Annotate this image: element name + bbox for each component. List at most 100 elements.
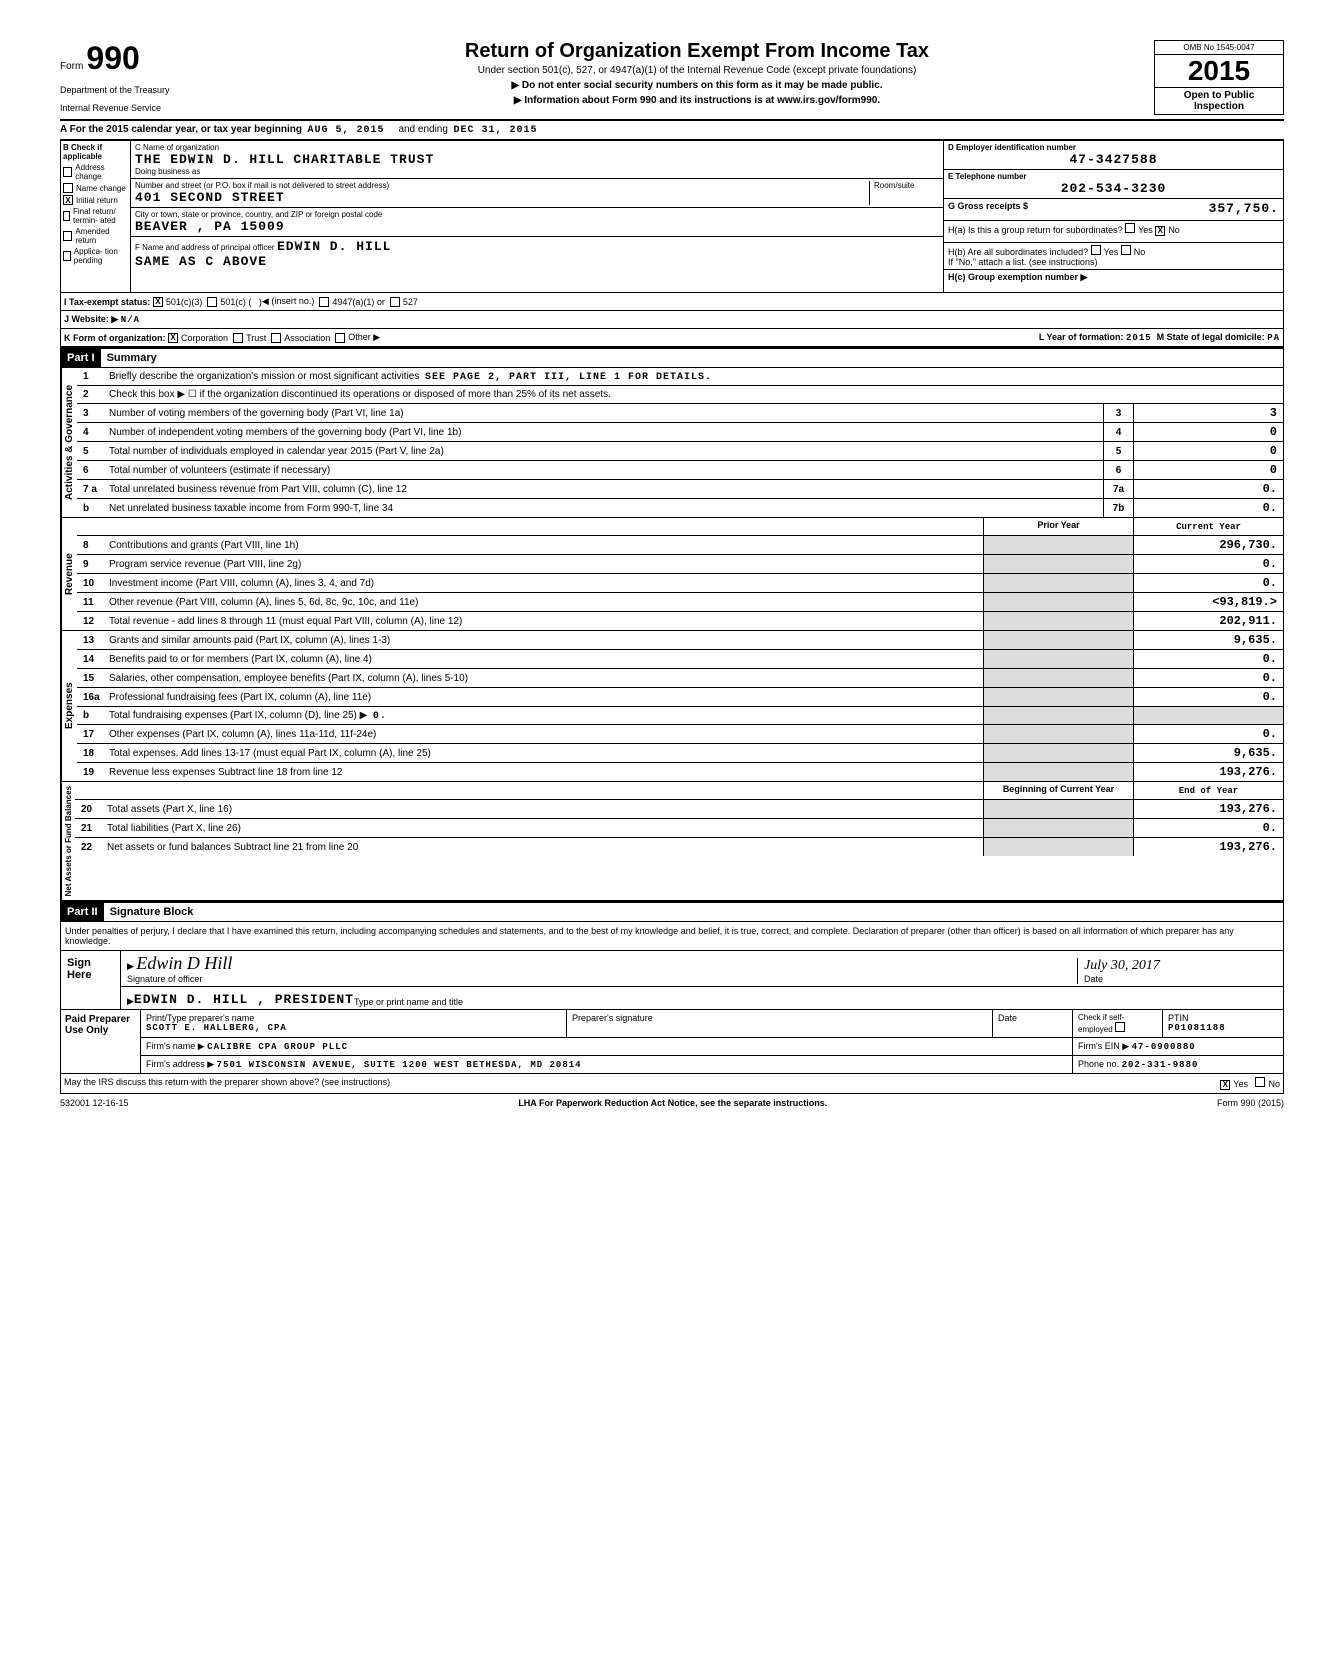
col-b-checkboxes: B Check if applicable Address change Nam… xyxy=(61,141,131,292)
ha-no-cb[interactable]: X xyxy=(1155,226,1165,236)
discuss-question: May the IRS discuss this return with the… xyxy=(64,1077,390,1090)
d-ein-cell: D Employer identification number 47-3427… xyxy=(944,141,1283,170)
tax-exempt-status-row: I Tax-exempt status: X501(c)(3) 501(c) (… xyxy=(60,293,1284,311)
cb-trust[interactable] xyxy=(233,333,243,343)
line-a-mid: and ending xyxy=(398,124,448,135)
cb-amended[interactable]: Amended return xyxy=(63,227,128,245)
ptin-value: P01081188 xyxy=(1168,1023,1278,1033)
cb-4947[interactable] xyxy=(319,297,329,307)
line-19-value: 193,276. xyxy=(1133,763,1283,781)
omb-number: OMB No 1545-0047 xyxy=(1155,41,1283,55)
line-a-tax-year: A For the 2015 calendar year, or tax yea… xyxy=(60,121,1284,140)
cb-address-change[interactable]: Address change xyxy=(63,163,128,181)
line-15: 15Salaries, other compensation, employee… xyxy=(77,669,1283,688)
cb-corp[interactable]: X xyxy=(168,333,178,343)
preparer-date-label: Date xyxy=(993,1010,1073,1037)
col-c-org-info: C Name of organization THE EDWIN D. HILL… xyxy=(131,141,943,292)
col-headers-net: Beginning of Current Year End of Year xyxy=(75,782,1283,800)
cb-501c[interactable] xyxy=(207,297,217,307)
k-row: K Form of organization: XCorporation Tru… xyxy=(60,329,1284,347)
room-label: Room/suite xyxy=(874,181,939,190)
b-label: B Check if applicable xyxy=(63,143,102,161)
line-8: 8Contributions and grants (Part VIII, li… xyxy=(77,536,1283,555)
form-header: Form 990 Department of the Treasury Inte… xyxy=(60,40,1284,121)
firm-ein: 47-0900880 xyxy=(1132,1042,1196,1052)
line-10: 10Investment income (Part VIII, column (… xyxy=(77,574,1283,593)
g-gross-cell: G Gross receipts $ 357,750. xyxy=(944,199,1283,221)
line-4: 4Number of independent voting members of… xyxy=(77,423,1283,442)
line-22: 22Net assets or fund balances Subtract l… xyxy=(75,838,1283,856)
line-2: 2 Check this box ▶ ☐ if the organization… xyxy=(77,386,1283,404)
line-7b-value: 0. xyxy=(1133,499,1283,517)
line-17-value: 0. xyxy=(1133,725,1283,743)
hb-no-cb[interactable] xyxy=(1121,245,1131,255)
cb-application-pending[interactable]: Applica- tion pending xyxy=(63,247,128,265)
cb-final-return[interactable]: Final return/ termin- ated xyxy=(63,207,128,225)
gross-receipts: 357,750. xyxy=(1209,201,1279,218)
line-19: 19Revenue less expenses Subtract line 18… xyxy=(77,763,1283,781)
tax-year-end: DEC 31, 2015 xyxy=(454,125,538,136)
cb-name-change[interactable]: Name change xyxy=(63,183,128,193)
header-left: Form 990 Department of the Treasury Inte… xyxy=(60,40,240,113)
org-name: THE EDWIN D. HILL CHARITABLE TRUST xyxy=(135,152,939,167)
cb-discuss-no[interactable] xyxy=(1255,1077,1265,1087)
header-center: Return of Organization Exempt From Incom… xyxy=(240,40,1154,106)
header-right: OMB No 1545-0047 2015 Open to Public Ins… xyxy=(1154,40,1284,115)
officer-name: EDWIN D. HILL xyxy=(277,239,391,254)
line-16b: bTotal fundraising expenses (Part IX, co… xyxy=(77,707,1283,725)
c-name-cell: C Name of organization THE EDWIN D. HILL… xyxy=(131,141,943,179)
info-link: ▶ Information about Form 990 and its ins… xyxy=(240,95,1154,106)
officer-signature: Edwin D Hill xyxy=(136,953,232,973)
hb-label: H(b) Are all subordinates included? xyxy=(948,247,1088,257)
cb-other[interactable] xyxy=(335,333,345,343)
dept-treasury: Department of the Treasury xyxy=(60,85,240,95)
line-6-value: 0 xyxy=(1133,461,1283,479)
cb-501c3[interactable]: X xyxy=(153,297,163,307)
hb-note: If "No," attach a list. (see instruction… xyxy=(948,257,1279,267)
cb-discuss-yes[interactable]: X xyxy=(1220,1080,1230,1090)
line-12: 12Total revenue - add lines 8 through 11… xyxy=(77,612,1283,630)
line-20: 20Total assets (Part X, line 16)193,276. xyxy=(75,800,1283,819)
netassets-vlabel: Net Assets or Fund Balances xyxy=(61,782,75,900)
officer-printed-name: EDWIN D. HILL , PRESIDENT xyxy=(134,992,354,1007)
part-1-badge: Part I xyxy=(61,349,101,367)
line-17: 17Other expenses (Part IX, column (A), l… xyxy=(77,725,1283,744)
cb-self-employed[interactable] xyxy=(1115,1022,1125,1032)
l-label: L Year of formation: xyxy=(1039,332,1124,342)
line-14-value: 0. xyxy=(1133,650,1283,668)
part-2-header-row: Part II Signature Block xyxy=(60,901,1284,922)
line-8-value: 296,730. xyxy=(1133,536,1283,554)
hc-label: H(c) Group exemption number ▶ xyxy=(948,272,1087,282)
prior-year-hdr: Prior Year xyxy=(983,518,1133,535)
line-5: 5Total number of individuals employed in… xyxy=(77,442,1283,461)
inspection-label: Inspection xyxy=(1194,101,1244,112)
officer-signature-line[interactable]: ▶ Edwin D HillSignature of officer July … xyxy=(121,951,1283,987)
expenses-vlabel: Expenses xyxy=(61,631,77,781)
end-year-hdr: End of Year xyxy=(1133,782,1283,799)
line-9-value: 0. xyxy=(1133,555,1283,573)
m-label: M State of legal domicile: xyxy=(1157,332,1265,342)
paid-preparer-block: Paid Preparer Use Only Print/Type prepar… xyxy=(60,1010,1284,1074)
current-year-hdr: Current Year xyxy=(1133,518,1283,535)
hb-yes-cb[interactable] xyxy=(1091,245,1101,255)
f-officer-cell: F Name and address of principal officer … xyxy=(131,237,943,271)
cb-initial-return[interactable]: XInitial return xyxy=(63,195,128,205)
line-16a: 16aProfessional fundraising fees (Part I… xyxy=(77,688,1283,707)
addr-label: Number and street (or P.O. box if mail i… xyxy=(135,181,869,190)
street-address: 401 SECOND STREET xyxy=(135,190,869,205)
line-7a-value: 0. xyxy=(1133,480,1283,498)
year-formation: 2015 xyxy=(1126,333,1152,343)
street-cell: Number and street (or P.O. box if mail i… xyxy=(131,179,943,208)
line-6: 6Total number of volunteers (estimate if… xyxy=(77,461,1283,480)
ha-yes-cb[interactable] xyxy=(1125,223,1135,233)
line-16b-inline: 0. xyxy=(373,711,387,722)
line-5-value: 0 xyxy=(1133,442,1283,460)
cb-527[interactable] xyxy=(390,297,400,307)
line-7a: 7 aTotal unrelated business revenue from… xyxy=(77,480,1283,499)
cb-assoc[interactable] xyxy=(271,333,281,343)
page-footer: 532001 12-16-15 LHA For Paperwork Reduct… xyxy=(60,1094,1284,1108)
open-public: Open to Public Inspection xyxy=(1155,87,1283,114)
sig-date: July 30, 2017 xyxy=(1084,958,1160,973)
line-12-value: 202,911. xyxy=(1133,612,1283,630)
part-2-title: Signature Block xyxy=(107,903,197,921)
